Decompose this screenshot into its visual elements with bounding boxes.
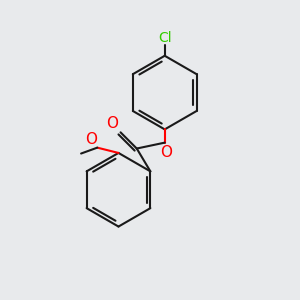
Text: Cl: Cl [158,31,172,45]
Text: O: O [106,116,118,131]
Text: O: O [85,132,97,147]
Text: O: O [160,145,172,160]
